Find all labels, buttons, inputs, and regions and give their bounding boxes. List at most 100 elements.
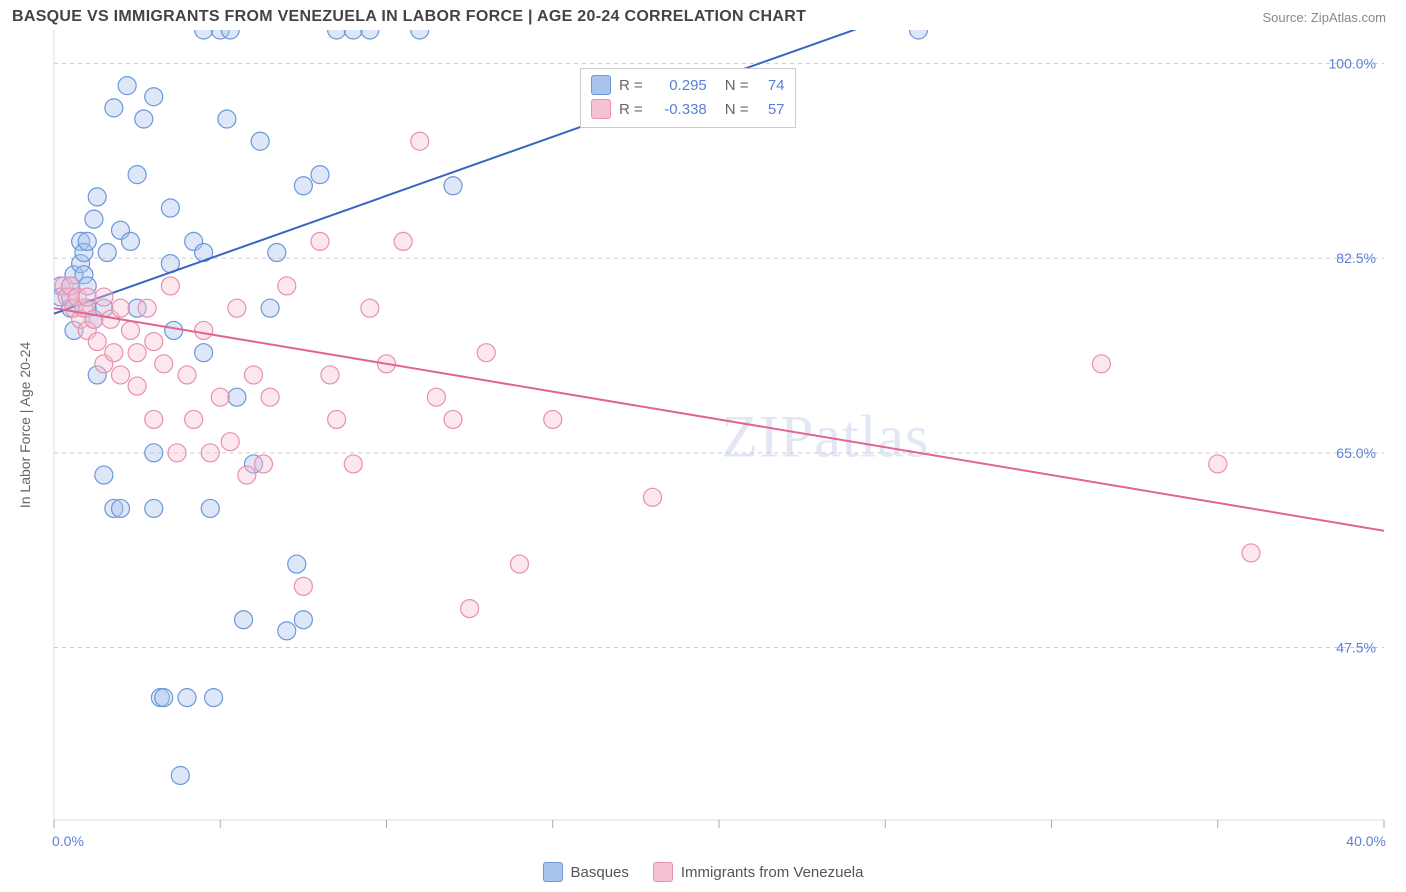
data-point [261,299,279,317]
stats-row: R = 0.295 N = 74 [591,73,785,97]
data-point [261,388,279,406]
data-point [361,299,379,317]
data-point [1092,355,1110,373]
data-point [121,321,139,339]
data-point [112,499,130,517]
data-point [135,110,153,128]
data-point [411,132,429,150]
data-point [211,388,229,406]
data-point [278,622,296,640]
data-point [254,455,272,473]
legend-label: Basques [571,864,629,881]
data-point [221,433,239,451]
data-point [311,166,329,184]
stats-row: R = -0.338 N = 57 [591,97,785,121]
data-point [88,333,106,351]
stat-n-label: N = [725,77,749,94]
data-point [178,689,196,707]
x-tick-label-max: 40.0% [1346,833,1386,849]
data-point [112,299,130,317]
data-point [145,88,163,106]
data-point [444,177,462,195]
data-point [344,455,362,473]
stat-r-label: R = [619,101,643,118]
series-swatch [591,99,611,119]
data-point [185,410,203,428]
data-point [251,132,269,150]
data-point [1209,455,1227,473]
stat-r-label: R = [619,77,643,94]
data-point [171,766,189,784]
data-point [105,344,123,362]
data-point [145,410,163,428]
legend-item: Basques [543,862,629,882]
data-point [155,689,173,707]
scatter-chart: 47.5%65.0%82.5%100.0%0.0%40.0%In Labor F… [12,30,1394,854]
data-point [128,166,146,184]
stat-n-label: N = [725,101,749,118]
stat-n-value: 57 [757,101,785,118]
legend-label: Immigrants from Venezuela [681,864,864,881]
x-tick-label-min: 0.0% [52,833,84,849]
data-point [644,488,662,506]
data-point [328,30,346,39]
legend-item: Immigrants from Venezuela [653,862,864,882]
legend-swatch [653,862,673,882]
data-point [112,366,130,384]
data-point [394,232,412,250]
data-point [195,344,213,362]
data-point [461,600,479,618]
data-point [121,232,139,250]
y-tick-label: 82.5% [1336,250,1376,266]
data-point [311,232,329,250]
stat-n-value: 74 [757,77,785,94]
data-point [228,388,246,406]
data-point [161,277,179,295]
data-point [218,110,236,128]
data-point [344,30,362,39]
data-point [155,355,173,373]
data-point [78,232,96,250]
data-point [411,30,429,39]
data-point [128,377,146,395]
data-point [145,333,163,351]
legend-swatch [543,862,563,882]
y-tick-label: 47.5% [1336,640,1376,656]
data-point [294,611,312,629]
data-point [328,410,346,428]
data-point [361,30,379,39]
data-point [288,555,306,573]
chart-legend: Basques Immigrants from Venezuela [0,854,1406,882]
data-point [201,499,219,517]
data-point [78,288,96,306]
data-point [278,277,296,295]
data-point [235,611,253,629]
data-point [228,299,246,317]
data-point [544,410,562,428]
data-point [205,689,223,707]
data-point [294,577,312,595]
data-point [88,188,106,206]
data-point [145,444,163,462]
data-point [195,321,213,339]
data-point [268,244,286,262]
stat-r-value: -0.338 [651,101,707,118]
data-point [161,199,179,217]
y-tick-label: 65.0% [1336,445,1376,461]
trend-line [54,308,1384,531]
data-point [201,444,219,462]
data-point [910,30,928,39]
data-point [128,344,146,362]
data-point [98,244,116,262]
stat-r-value: 0.295 [651,77,707,94]
chart-container: 47.5%65.0%82.5%100.0%0.0%40.0%In Labor F… [12,30,1394,854]
chart-source: Source: ZipAtlas.com [1262,10,1386,25]
y-tick-label: 100.0% [1329,55,1376,71]
data-point [195,30,213,39]
data-point [294,177,312,195]
data-point [477,344,495,362]
data-point [85,210,103,228]
data-point [245,366,263,384]
data-point [95,288,113,306]
data-point [178,366,196,384]
